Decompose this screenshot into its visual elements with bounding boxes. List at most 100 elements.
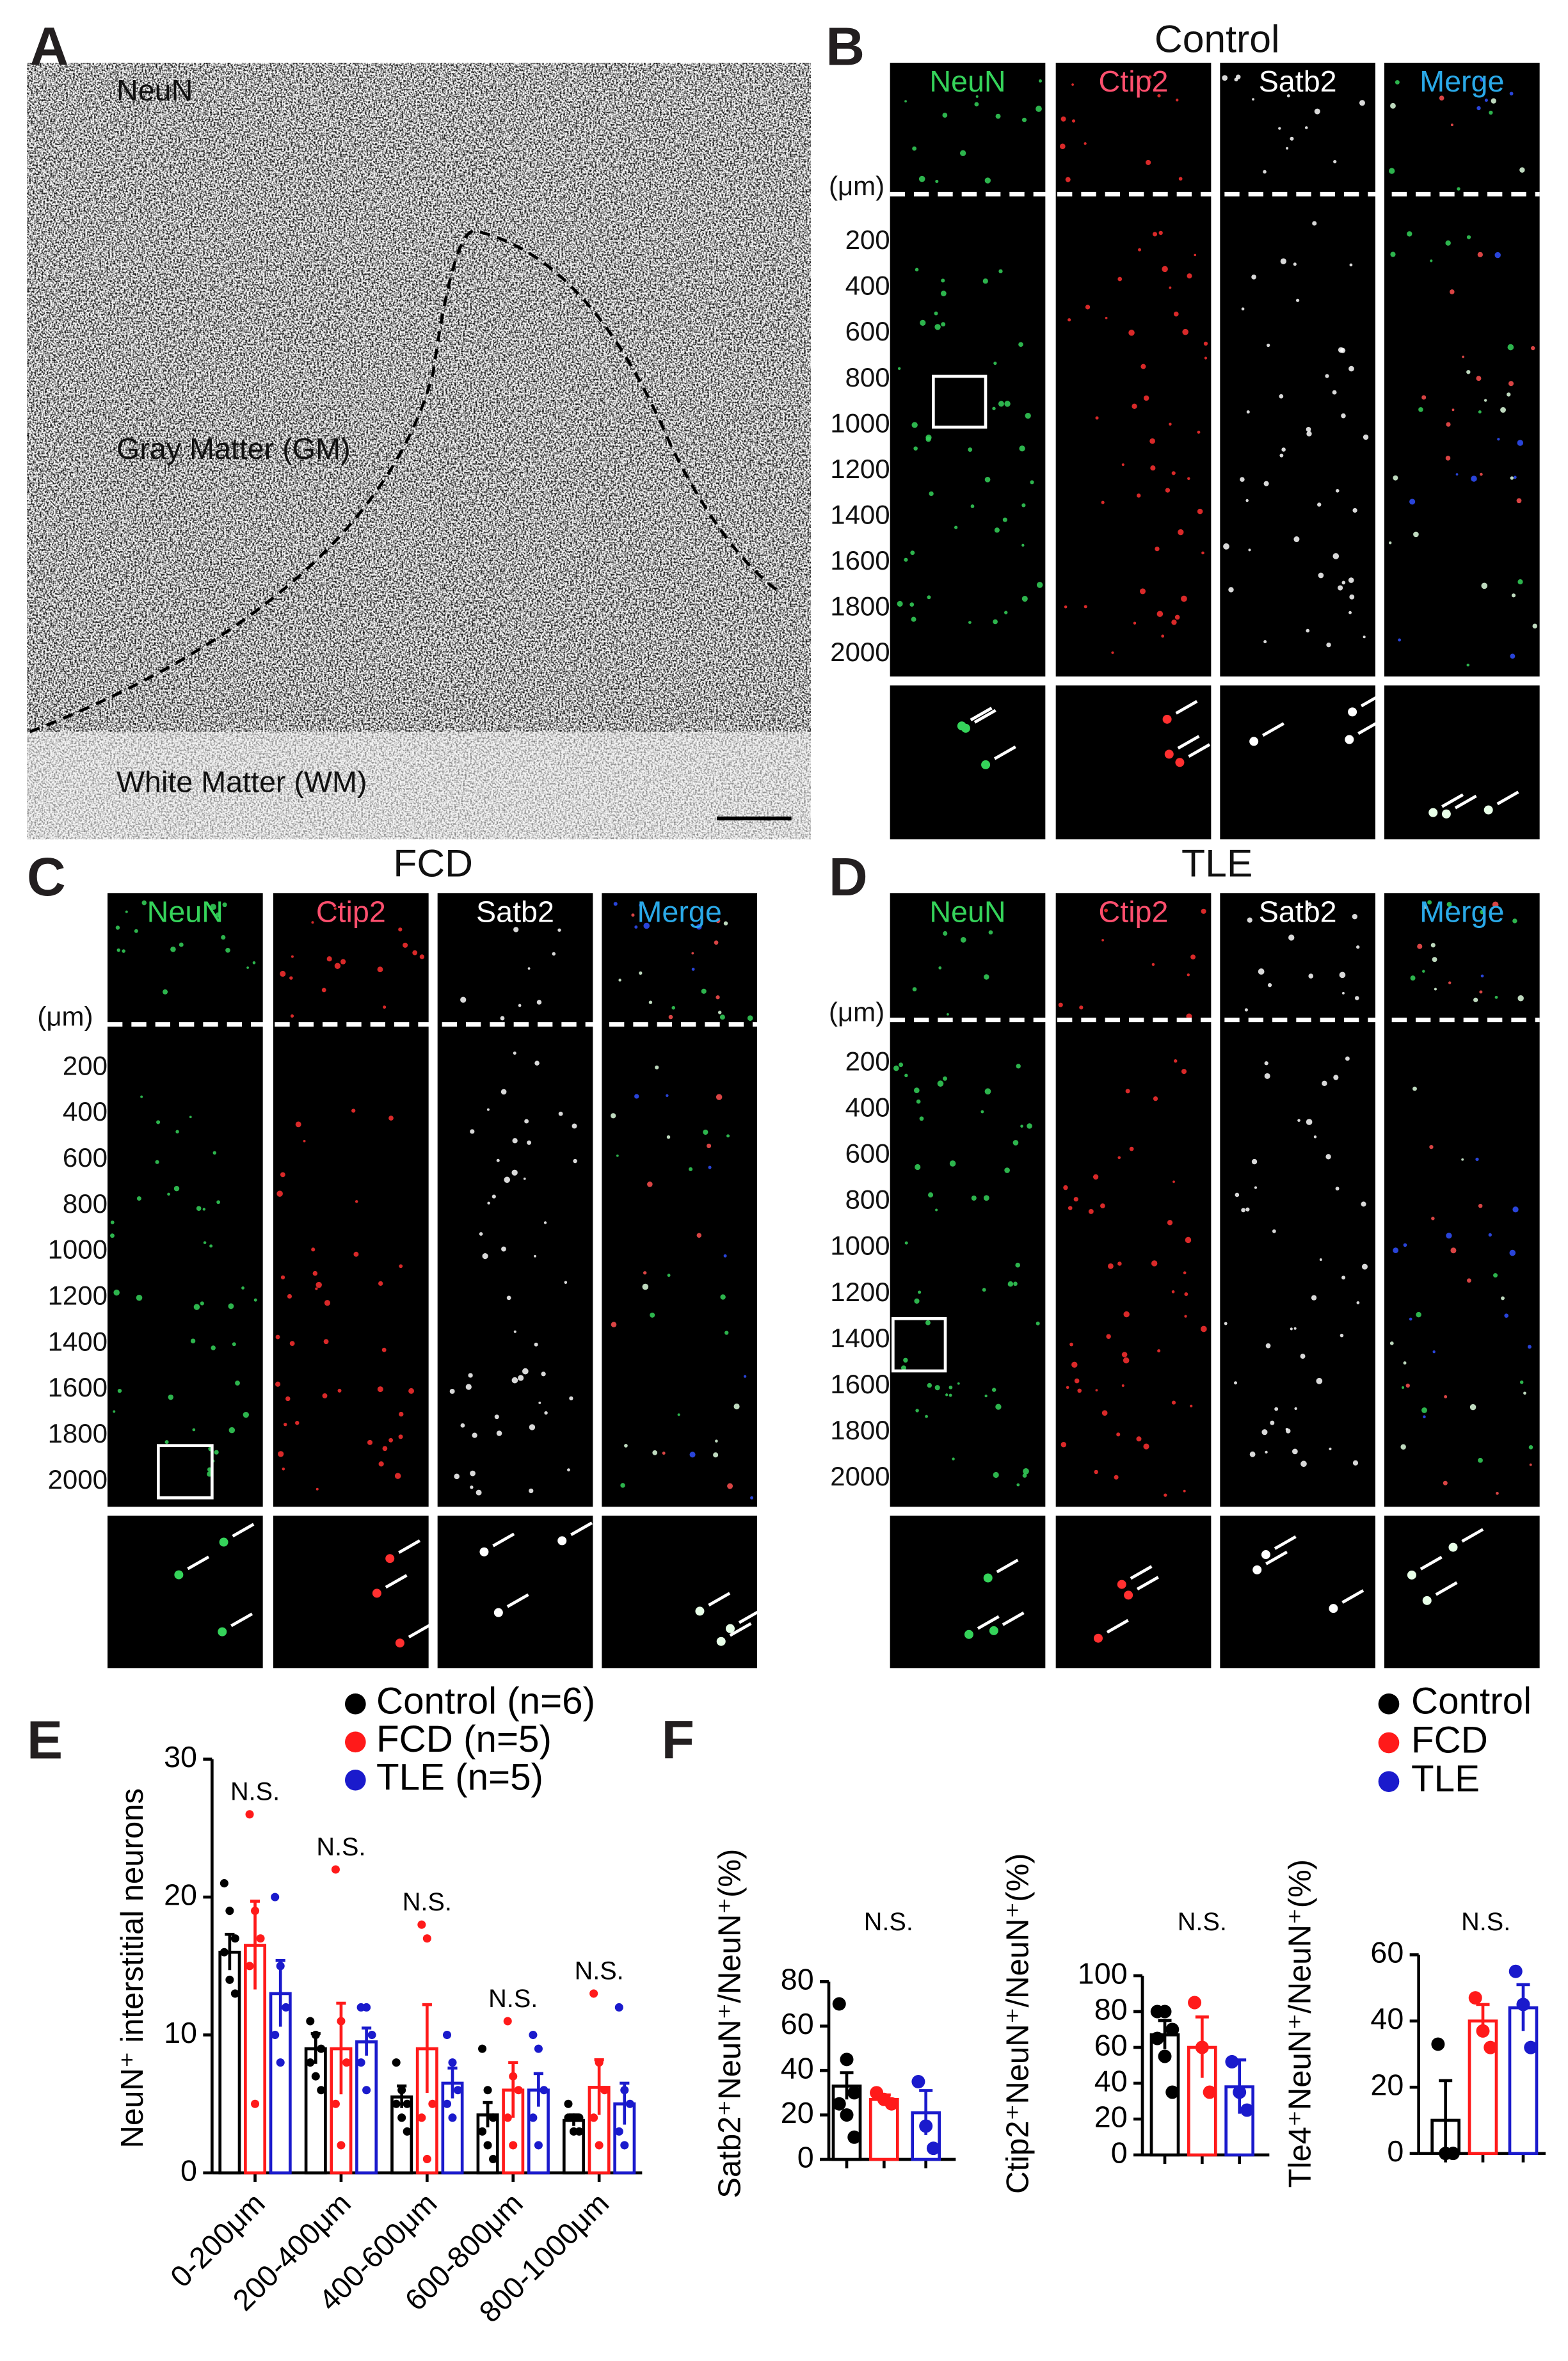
cell-signal	[1312, 221, 1317, 226]
cell-signal	[179, 942, 184, 947]
image-channel	[437, 893, 593, 1507]
cell-signal	[613, 902, 618, 906]
cell-signal	[1169, 422, 1172, 426]
cell-signal	[666, 1135, 671, 1139]
inset-cell	[1441, 809, 1451, 819]
cell-signal	[1336, 489, 1340, 493]
depth-label: 1800	[48, 1418, 108, 1448]
inset-cell	[1117, 1580, 1126, 1589]
cell-signal	[726, 1134, 730, 1138]
cell-signal	[925, 1414, 928, 1418]
cell-signal	[1421, 1407, 1427, 1413]
cell-signal	[1169, 286, 1172, 289]
data-point	[483, 2141, 492, 2150]
cell-signal	[1077, 1388, 1082, 1393]
cell-signal	[125, 910, 128, 913]
cell-signal	[988, 930, 993, 935]
y-tick-label: 20	[164, 1878, 197, 1911]
cell-signal	[1492, 901, 1499, 908]
y-tick-label: 20	[1094, 2100, 1128, 2133]
cell-signal	[1152, 232, 1158, 237]
depth-label: 400	[845, 271, 890, 301]
channel-label: Ctip2	[1099, 65, 1169, 98]
cell-signal	[1030, 480, 1034, 484]
data-point	[832, 2097, 846, 2111]
cell-signal	[1481, 582, 1488, 589]
depth-label: 200	[845, 225, 890, 255]
cell-signal	[1427, 900, 1432, 905]
data-point	[442, 2099, 452, 2108]
cell-signal	[720, 1294, 726, 1300]
image-inset	[108, 1516, 263, 1669]
data-point	[534, 2044, 543, 2053]
cell-signal	[1019, 445, 1025, 452]
inset-arrow	[398, 1539, 421, 1554]
cell-signal	[1150, 465, 1156, 471]
cell-signal	[642, 1283, 649, 1290]
cell-signal	[276, 1190, 283, 1197]
cell-signal	[1157, 1349, 1161, 1353]
cell-signal	[1158, 230, 1163, 236]
inset-arrow	[570, 1521, 593, 1537]
cell-signal	[1332, 390, 1337, 395]
cell-signal	[222, 902, 227, 908]
cell-signal	[1071, 1361, 1078, 1368]
inset-cell	[557, 1536, 567, 1546]
cell-signal	[1517, 579, 1523, 585]
cell-signal	[1084, 142, 1087, 145]
cell-signal	[1065, 177, 1071, 182]
cell-signal	[1018, 342, 1023, 348]
cell-signal	[1445, 456, 1451, 461]
depth-unit: (μm)	[829, 171, 884, 201]
cell-signal	[164, 1440, 169, 1445]
cell-signal	[897, 367, 901, 371]
cell-signal	[1013, 1281, 1018, 1286]
cell-signal	[228, 1303, 234, 1309]
data-point	[271, 2031, 280, 2040]
inset-arrow	[1357, 720, 1380, 735]
cell-signal	[915, 268, 919, 272]
cell-signal	[408, 1388, 415, 1394]
cell-signal	[470, 1470, 476, 1477]
cell-signal	[1151, 1260, 1158, 1267]
y-axis-label: Tle4⁺NeuN⁺/NeuN⁺(%)	[1283, 1859, 1318, 2188]
cell-signal	[1439, 95, 1444, 101]
inset-arrow	[738, 1609, 761, 1624]
cell-signal	[155, 1160, 159, 1164]
cell-signal	[212, 1151, 217, 1155]
y-axis-label: Satb2⁺NeuN⁺/NeuN⁺(%)	[712, 1849, 747, 2198]
channel-label: Merge	[637, 895, 722, 928]
data-point	[282, 2003, 291, 2012]
cell-signal	[382, 1446, 388, 1452]
inset-cell	[981, 760, 991, 769]
cell-signal	[1183, 1489, 1186, 1493]
data-point	[442, 2031, 452, 2040]
cell-signal	[1519, 167, 1525, 173]
cell-signal	[1402, 1386, 1405, 1389]
cell-signal	[134, 929, 138, 933]
cell-signal	[1416, 1311, 1421, 1318]
cell-signal	[496, 1158, 500, 1162]
cell-signal	[707, 1143, 712, 1148]
cell-signal	[494, 1414, 499, 1420]
cell-signal	[1228, 587, 1234, 593]
panel-letter: F	[662, 1710, 694, 1770]
cell-signal	[482, 1253, 488, 1260]
cell-signal	[1265, 1343, 1271, 1349]
y-tick-label: 40	[781, 2051, 814, 2085]
data-point	[503, 2113, 512, 2122]
cell-signal	[1341, 1276, 1346, 1280]
cell-signal	[326, 956, 332, 962]
cell-signal	[253, 1298, 257, 1302]
cell-signal	[916, 1099, 921, 1104]
cell-signal	[1431, 1217, 1435, 1221]
cell-signal	[1085, 305, 1091, 310]
cell-signal	[616, 1154, 619, 1157]
cell-signal	[1466, 663, 1470, 667]
cell-signal	[1136, 493, 1141, 498]
cell-signal	[1129, 1146, 1134, 1151]
data-point	[625, 2099, 634, 2108]
y-tick-label: 80	[781, 1963, 814, 1996]
cell-signal	[1422, 904, 1427, 909]
bar	[218, 1950, 241, 2175]
